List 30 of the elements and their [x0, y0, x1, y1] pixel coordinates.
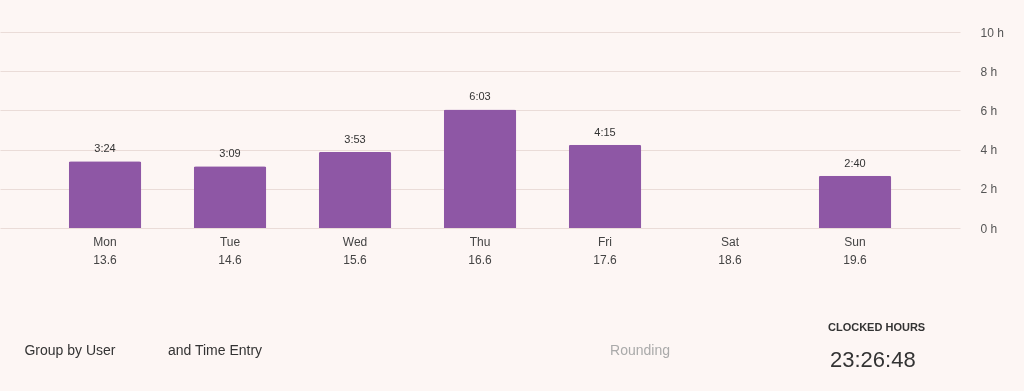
text: Group by User: [24, 342, 116, 358]
bar: [68, 161, 142, 228]
bar: [568, 144, 642, 228]
bar: [443, 109, 517, 228]
y-tick-label: 2 h: [980, 182, 998, 197]
y-tick-label: 10 h: [980, 25, 1004, 40]
x-tick-label: Sun 19.6: [843, 234, 867, 267]
text: 23:26:48: [830, 347, 916, 372]
y-tick-label: 4 h: [980, 143, 998, 158]
data-label: 2:40: [844, 156, 866, 169]
x-tick-label: Fri 17.6: [593, 234, 617, 267]
x-tick-label: Thu 16.6: [468, 234, 492, 267]
x-tick-label: Mon 13.6: [93, 234, 117, 267]
bar: [318, 151, 392, 228]
text: CLOCKED HOURS: [828, 321, 926, 333]
data-label: 3:24: [94, 142, 116, 155]
x-tick-label: Sat 18.6: [718, 234, 742, 267]
data-label: 3:09: [219, 147, 241, 160]
data-label: 3:53: [344, 132, 366, 145]
y-tick-label: 0 h: [980, 221, 998, 236]
data-label: 6:03: [469, 90, 491, 103]
x-tick-label: Tue 14.6: [218, 234, 242, 267]
text: and Time Entry: [167, 342, 263, 358]
text: Rounding: [610, 342, 670, 358]
bar: [818, 175, 892, 228]
y-tick-label: 6 h: [980, 103, 998, 118]
y-tick-label: 8 h: [980, 64, 998, 79]
data-label: 4:15: [594, 125, 616, 138]
x-tick-label: Wed 15.6: [342, 234, 368, 267]
bar: [193, 166, 267, 228]
